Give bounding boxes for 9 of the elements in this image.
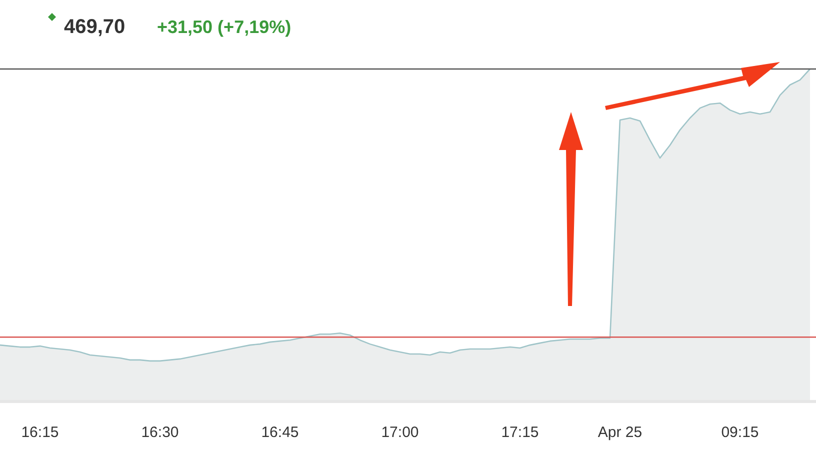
x-tick-label: 09:15 <box>721 424 759 441</box>
x-tick-label: 16:30 <box>141 424 179 441</box>
chart-title: 469,70 <box>64 16 126 38</box>
x-tick-label: 17:15 <box>501 424 539 441</box>
x-tick-label: 16:45 <box>261 424 299 441</box>
chart-subtitle: +31,50 (+7,19%) <box>157 17 292 37</box>
x-tick-label: 16:15 <box>21 424 59 441</box>
x-tick-label: 17:00 <box>381 424 419 441</box>
x-tick-label: Apr 25 <box>598 424 642 441</box>
